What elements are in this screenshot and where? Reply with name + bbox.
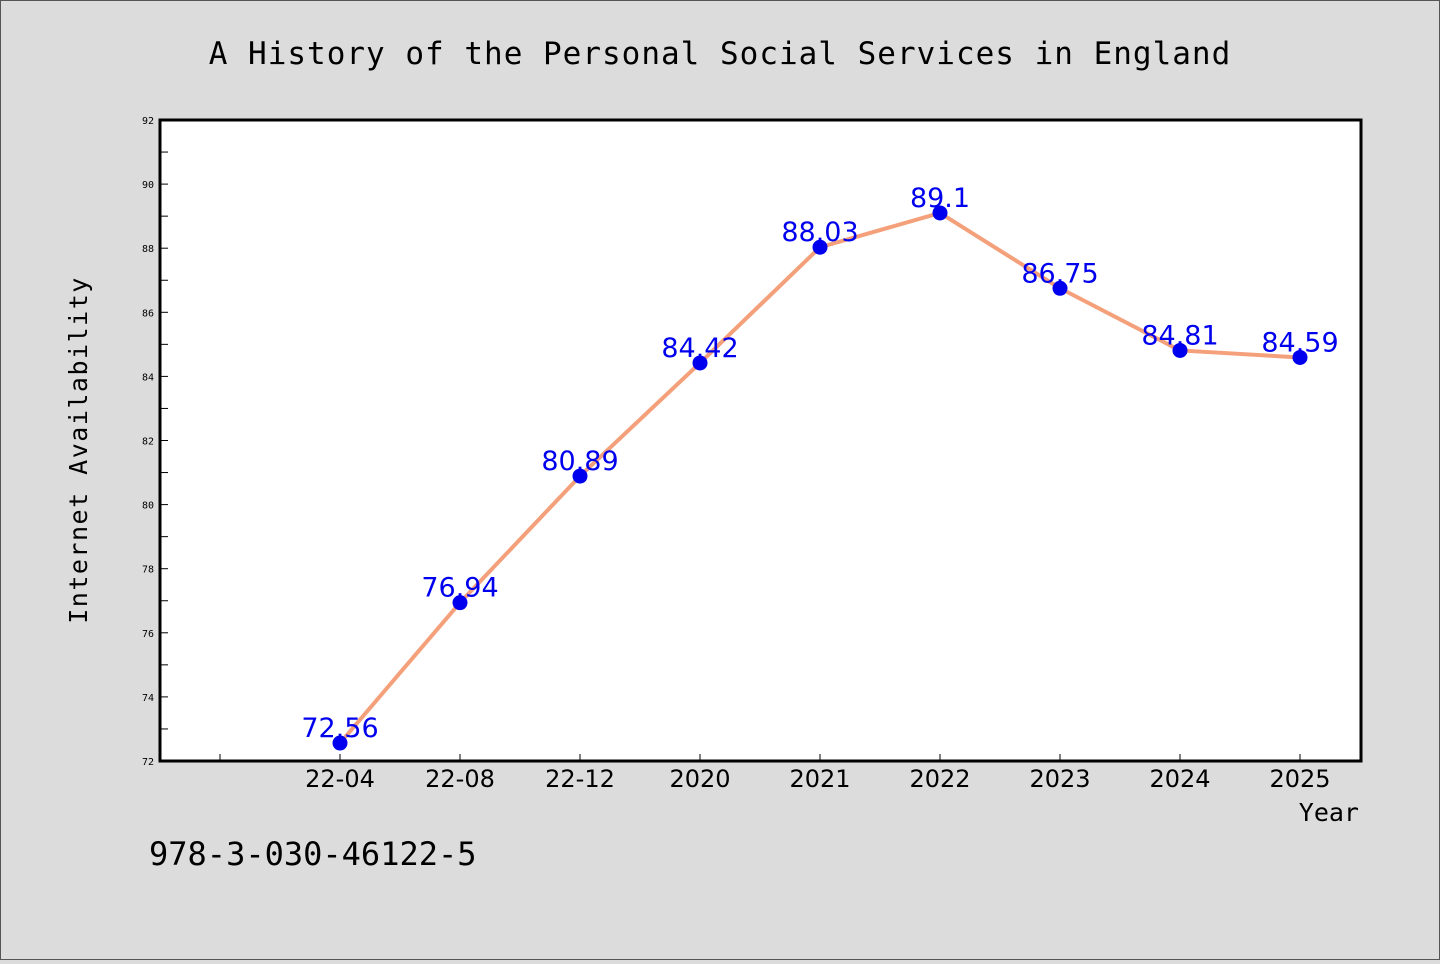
data-point	[332, 735, 348, 751]
data-point	[1172, 342, 1188, 358]
y-tick-label: 82	[142, 437, 154, 448]
x-tick-label: 2022	[909, 765, 970, 793]
x-tick-label: 2021	[789, 765, 850, 793]
y-tick-label: 72	[142, 757, 154, 768]
x-tick-label: 22-12	[545, 765, 615, 793]
isbn-text: 978-3-030-46122-5	[149, 835, 477, 873]
data-label: 84.42	[661, 333, 738, 364]
data-point	[812, 239, 828, 255]
x-tick-label: 22-08	[425, 765, 495, 793]
data-label: 84.59	[1261, 327, 1338, 358]
y-tick-label: 80	[142, 501, 154, 512]
x-tick-label: 2024	[1149, 765, 1210, 793]
x-axis-tick-labels: 22-04 22-08 22-12 2020 2021 2022 2023 2024 2025	[305, 765, 1330, 793]
data-point	[572, 468, 588, 484]
data-point	[932, 205, 948, 221]
y-tick-label: 74	[142, 693, 154, 704]
y-tick-label: 88	[142, 244, 154, 255]
y-tick-label: 86	[142, 308, 154, 319]
x-tick-label: 2025	[1269, 765, 1330, 793]
y-axis-tick-labels: 72 74 76 78 80 82 84 86 88 90 92	[142, 116, 154, 768]
x-axis-label: Year	[1299, 798, 1359, 827]
x-tick-label: 2023	[1029, 765, 1090, 793]
y-tick-label: 90	[142, 180, 154, 191]
chart-title: A History of the Personal Social Service…	[209, 36, 1232, 72]
y-tick-label: 84	[142, 372, 154, 383]
data-labels: 72.56 76.94 80.89 84.42 88.03 89.1 86.75 84.81 8…	[301, 183, 1338, 744]
data-label: 86.75	[1021, 258, 1098, 289]
x-tick-label: 2020	[669, 765, 730, 793]
data-label: 89.1	[910, 183, 970, 214]
plot-area	[160, 120, 1361, 761]
data-label: 88.03	[781, 217, 858, 248]
data-point	[692, 355, 708, 371]
data-point	[452, 595, 468, 611]
data-label: 80.89	[541, 446, 618, 477]
y-axis-label: Internet Availability	[64, 276, 93, 624]
y-tick-label: 78	[142, 565, 154, 576]
data-label: 76.94	[421, 573, 498, 604]
y-tick-label: 76	[142, 629, 154, 640]
data-label: 84.81	[1141, 320, 1218, 351]
data-point	[1292, 349, 1308, 365]
x-tick-label: 22-04	[305, 765, 375, 793]
plot-frame	[158, 118, 1363, 763]
data-label: 72.56	[301, 713, 378, 744]
y-tick-label: 92	[142, 116, 154, 127]
series-markers	[332, 205, 1308, 751]
data-point	[1052, 280, 1068, 296]
